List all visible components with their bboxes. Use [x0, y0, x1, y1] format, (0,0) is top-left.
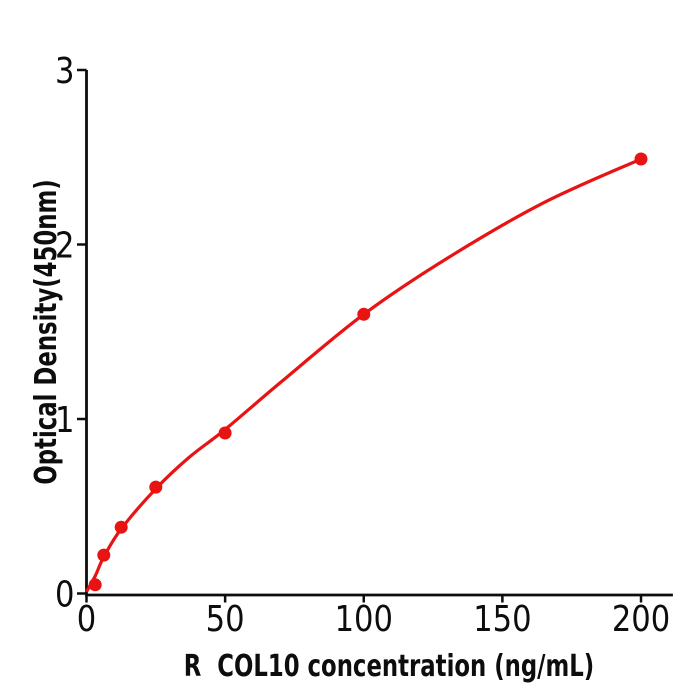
data-point [357, 307, 371, 321]
y-axis-label: Optical Density(450nm) [29, 179, 64, 485]
data-point [149, 480, 163, 494]
y-tick-label: 3 [55, 50, 74, 92]
y-tick-label: 0 [55, 573, 74, 615]
data-point [634, 152, 648, 166]
data-point [88, 578, 102, 592]
x-axis-label: R COL10 concentration (ng/mL) [183, 649, 595, 684]
x-tick-label: 50 [206, 598, 245, 640]
data-point [218, 426, 232, 440]
x-tick-label: 150 [473, 598, 531, 640]
x-tick-label: 0 [77, 598, 96, 640]
axis-spines [85, 70, 673, 597]
y-tick-label: 1 [55, 399, 74, 441]
x-tick-label: 200 [612, 598, 670, 640]
x-tick-label: 100 [335, 598, 393, 640]
data-point [114, 520, 128, 534]
y-tick-label: 2 [55, 224, 74, 266]
data-point [97, 548, 111, 562]
fit-curve [85, 157, 642, 593]
